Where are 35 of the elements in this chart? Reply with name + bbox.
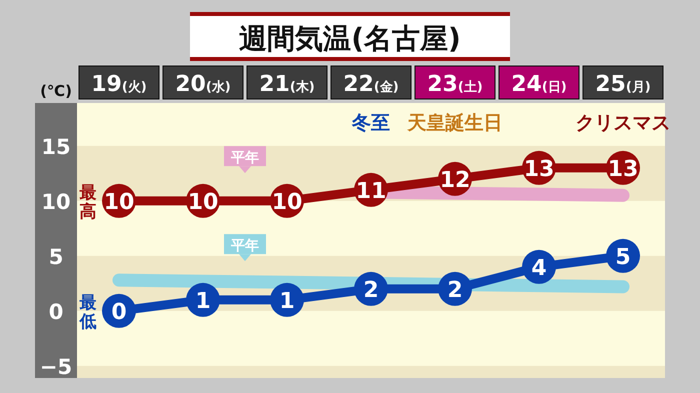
x-tick-label: 19(火) xyxy=(91,72,147,97)
y-tick-label: 5 xyxy=(48,244,64,269)
data-label: 10 xyxy=(188,190,218,215)
data-label: 13 xyxy=(608,156,638,182)
data-label: 5 xyxy=(615,244,631,270)
data-label: 13 xyxy=(524,156,554,182)
x-tick-label: 23(土) xyxy=(427,72,483,97)
annotation: 冬至 xyxy=(351,112,390,134)
y-tick-label: 10 xyxy=(41,190,71,214)
y-tick-label: −5 xyxy=(40,354,72,379)
annotation: クリスマス xyxy=(576,112,670,134)
annotation: 天皇誕生日 xyxy=(406,112,502,134)
y-tick-label: 15 xyxy=(41,134,71,159)
series-label: 平年 xyxy=(230,238,259,254)
x-tick-label: 21(木) xyxy=(259,72,315,97)
y-tick-label: 0 xyxy=(48,300,64,324)
data-label: 12 xyxy=(440,168,470,193)
data-label: 10 xyxy=(272,190,302,215)
data-label: 2 xyxy=(363,278,379,303)
chart-title: 週間気温(名古屋) xyxy=(239,22,461,55)
x-tick-label: 22(金) xyxy=(343,72,399,97)
y-axis-title: (℃) xyxy=(40,82,72,100)
data-label: 0 xyxy=(111,300,127,325)
data-label: 2 xyxy=(447,278,463,303)
data-label: 11 xyxy=(356,178,386,204)
x-tick-label: 24(日) xyxy=(511,72,567,97)
data-label: 10 xyxy=(104,190,134,215)
data-label: 1 xyxy=(279,288,295,314)
x-tick-label: 25(月) xyxy=(595,72,651,97)
data-label: 1 xyxy=(195,288,211,314)
x-tick-label: 20(水) xyxy=(175,72,231,97)
data-label: 4 xyxy=(531,256,547,281)
text: 平年 xyxy=(230,150,259,166)
series-label: 最低 xyxy=(78,292,96,332)
series-label: 最高 xyxy=(78,182,96,222)
